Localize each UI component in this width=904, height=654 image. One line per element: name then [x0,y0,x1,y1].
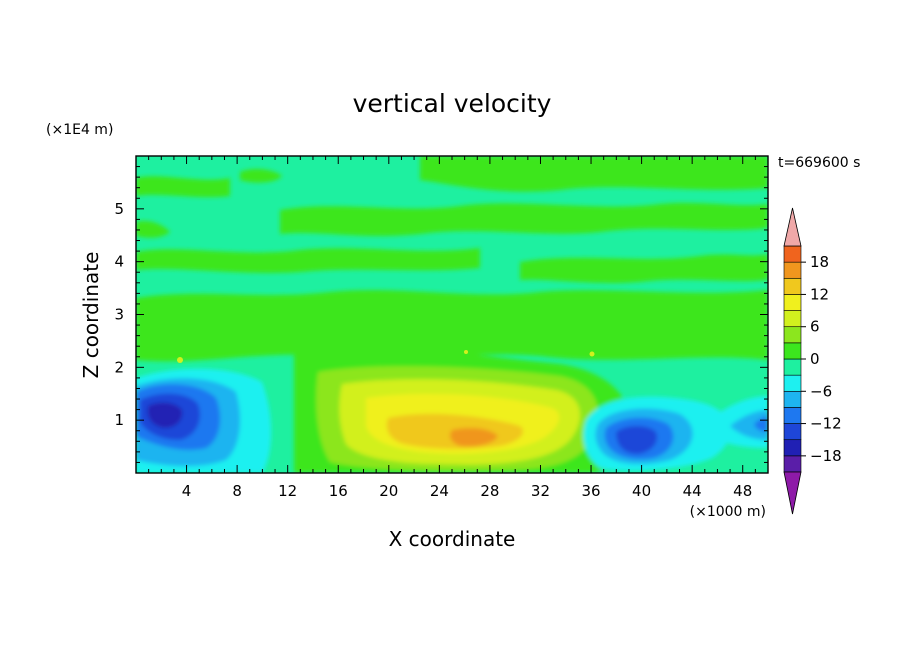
colorbar-swatch [783,439,802,457]
colorbar-tick-label: −18 [810,447,842,465]
y-unit-label: (×1E4 m) [46,122,113,138]
deep-blue-region [147,402,183,428]
x-tick-label: 44 [683,482,702,500]
x-tick-label: 36 [581,482,600,500]
time-label: t=669600 s [778,155,860,171]
x-tick-label: 4 [182,482,192,500]
x-tick-label: 24 [430,482,449,500]
colorbar-tick-label: 18 [810,253,829,271]
x-tick-label: 20 [379,482,398,500]
green-band [420,156,768,192]
colorbar: 18 12 6 0 −6 −12 −18 [783,207,842,515]
y-tick-label: 1 [114,411,124,429]
colorbar-tick-label: −12 [810,415,842,433]
colorbar-swatch [783,277,802,295]
colorbar-tick-label: 12 [810,285,829,303]
green-band [280,202,768,236]
colorbar-over-triangle [783,207,802,247]
green-band [136,248,480,273]
x-tick-label: 28 [480,482,499,500]
chart-title: vertical velocity [353,89,552,118]
orange-region [450,428,498,447]
colorbar-tick-label: −6 [810,382,832,400]
speck [589,351,595,357]
colorbar-swatch [783,342,802,360]
colorbar-swatch [783,390,802,408]
x-unit-label: (×1000 m) [690,504,766,520]
colorbar-swatch [783,455,802,473]
y-tick-label: 5 [114,200,124,218]
x-tick-label: 8 [232,482,242,500]
colorbar-swatch [783,294,802,311]
y-axis: 1 2 3 4 5 [114,166,768,463]
x-axis-label: X coordinate [389,527,516,551]
contour-field [136,156,768,473]
y-tick-label: 3 [114,306,124,324]
x-axis: 4 8 12 16 20 24 28 32 36 40 44 48 [148,156,756,500]
colorbar-swatch [783,261,802,279]
y-tick-label: 2 [114,358,124,376]
colorbar-swatch [783,407,802,424]
y-axis-label: Z coordinate [79,252,103,379]
speck [464,350,468,354]
colorbar-swatch [783,374,802,392]
colorbar-tick-label: 6 [810,318,820,336]
y-tick-label: 4 [114,253,124,271]
light-blue-region [730,410,768,440]
colorbar-swatch [783,310,802,328]
colorbar-swatch [783,326,802,344]
green-band [520,254,768,284]
colorbar-swatch [783,245,802,263]
green-band [136,290,768,362]
green-band [136,220,170,238]
x-tick-label: 40 [632,482,651,500]
x-tick-label: 16 [329,482,348,500]
speck [177,357,183,363]
green-band [136,176,230,198]
colorbar-swatch [783,358,802,376]
x-tick-label: 32 [531,482,550,500]
x-tick-label: 12 [278,482,297,500]
colorbar-under-triangle [783,471,802,515]
green-band [240,169,282,183]
colorbar-tick-label: 0 [810,350,820,368]
x-tick-label: 48 [733,482,752,500]
dark-blue-region [616,426,658,454]
colorbar-swatch [783,423,802,441]
